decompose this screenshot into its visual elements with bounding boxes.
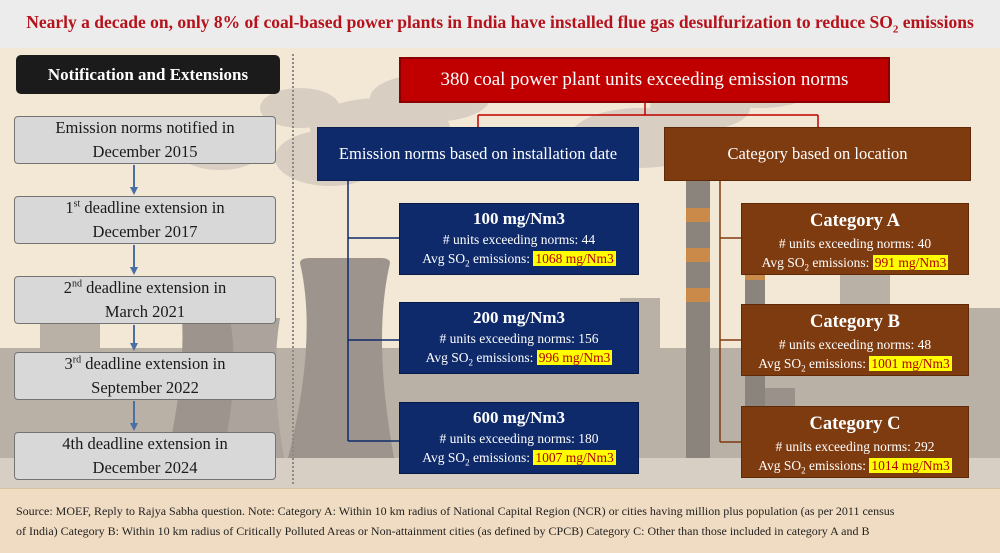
location-category-header: Category based on location: [664, 127, 971, 181]
down-arrow-icon: [130, 401, 138, 431]
units-line: # units exceeding norms: 48: [778, 337, 932, 352]
page-title: Nearly a decade on, only 8% of coal-base…: [26, 12, 974, 36]
step-line1: Emission norms notified in: [55, 118, 235, 137]
norm-title: 600 mg/Nm3: [472, 408, 566, 427]
avg-value: 1007 mg/Nm3: [533, 450, 616, 465]
down-arrow-icon: [130, 245, 138, 275]
avg-line: Avg SO2 emissions: 1068 mg/Nm3: [422, 251, 616, 269]
category-title: Category B: [810, 312, 900, 332]
timeline-step: 2nd deadline extension in March 2021: [14, 276, 276, 324]
section-divider: [292, 54, 294, 484]
units-line: # units exceeding norms: 292: [775, 439, 935, 454]
timeline-step: Emission norms notified in December 2015: [14, 116, 276, 164]
avg-value: 1014 mg/Nm3: [869, 458, 952, 473]
units-line: # units exceeding norms: 40: [778, 236, 932, 251]
notification-title: Notification and Extensions: [16, 55, 280, 94]
category-box-a: Category A # units exceeding norms: 40 A…: [741, 203, 969, 275]
step-line1: 4th deadline extension in: [62, 434, 228, 453]
norm-box-100: 100 mg/Nm3 # units exceeding norms: 44 A…: [399, 203, 639, 275]
norm-title: 200 mg/Nm3: [472, 308, 566, 327]
down-arrow-icon: [130, 325, 138, 351]
avg-value: 1068 mg/Nm3: [533, 251, 616, 266]
units-line: # units exceeding norms: 180: [439, 431, 599, 446]
total-units-box: 380 coal power plant units exceeding emi…: [399, 57, 890, 103]
units-line: # units exceeding norms: 156: [439, 331, 599, 346]
avg-line: Avg SO2 emissions: 991 mg/Nm3: [761, 255, 949, 273]
source-footer: Source: MOEF, Reply to Rajya Sabha quest…: [0, 488, 1000, 553]
category-box-b: Category B # units exceeding norms: 48 A…: [741, 304, 969, 376]
step-line2: March 2021: [104, 302, 186, 321]
avg-value: 1001 mg/Nm3: [869, 356, 952, 371]
timeline-step: 1st deadline extension in December 2017: [14, 196, 276, 244]
avg-line: Avg SO2 emissions: 1001 mg/Nm3: [758, 356, 952, 374]
step-line2: September 2022: [91, 378, 199, 397]
avg-line: Avg SO2 emissions: 1007 mg/Nm3: [422, 450, 616, 468]
category-box-c: Category C # units exceeding norms: 292 …: [741, 406, 969, 478]
category-title: Category A: [810, 211, 900, 231]
norm-title: 100 mg/Nm3: [472, 209, 566, 228]
avg-line: Avg SO2 emissions: 1014 mg/Nm3: [758, 458, 952, 476]
down-arrow-icon: [130, 165, 138, 195]
avg-value: 996 mg/Nm3: [536, 350, 613, 365]
footer-line1: Source: MOEF, Reply to Rajya Sabha quest…: [16, 504, 895, 518]
step-line2: December 2024: [92, 458, 198, 477]
timeline-step: 3rd deadline extension in September 2022: [14, 352, 276, 400]
avg-line: Avg SO2 emissions: 996 mg/Nm3: [425, 350, 613, 368]
step-line1: 2nd deadline extension in: [63, 278, 227, 297]
timeline-step: 4th deadline extension in December 2024: [14, 432, 276, 480]
category-title: Category C: [809, 414, 901, 434]
step-line2: December 2017: [92, 222, 198, 241]
footer-line2: of India) Category B: Within 10 km radiu…: [16, 524, 870, 538]
step-line1: 1st deadline extension in: [65, 198, 225, 217]
page-header: Nearly a decade on, only 8% of coal-base…: [0, 0, 1000, 48]
step-line2: December 2015: [92, 142, 198, 161]
units-line: # units exceeding norms: 44: [442, 232, 596, 247]
avg-value: 991 mg/Nm3: [872, 255, 949, 270]
step-line1: 3rd deadline extension in: [64, 354, 226, 373]
norm-box-600: 600 mg/Nm3 # units exceeding norms: 180 …: [399, 402, 639, 474]
installation-date-header: Emission norms based on installation dat…: [317, 127, 639, 181]
norm-box-200: 200 mg/Nm3 # units exceeding norms: 156 …: [399, 302, 639, 374]
